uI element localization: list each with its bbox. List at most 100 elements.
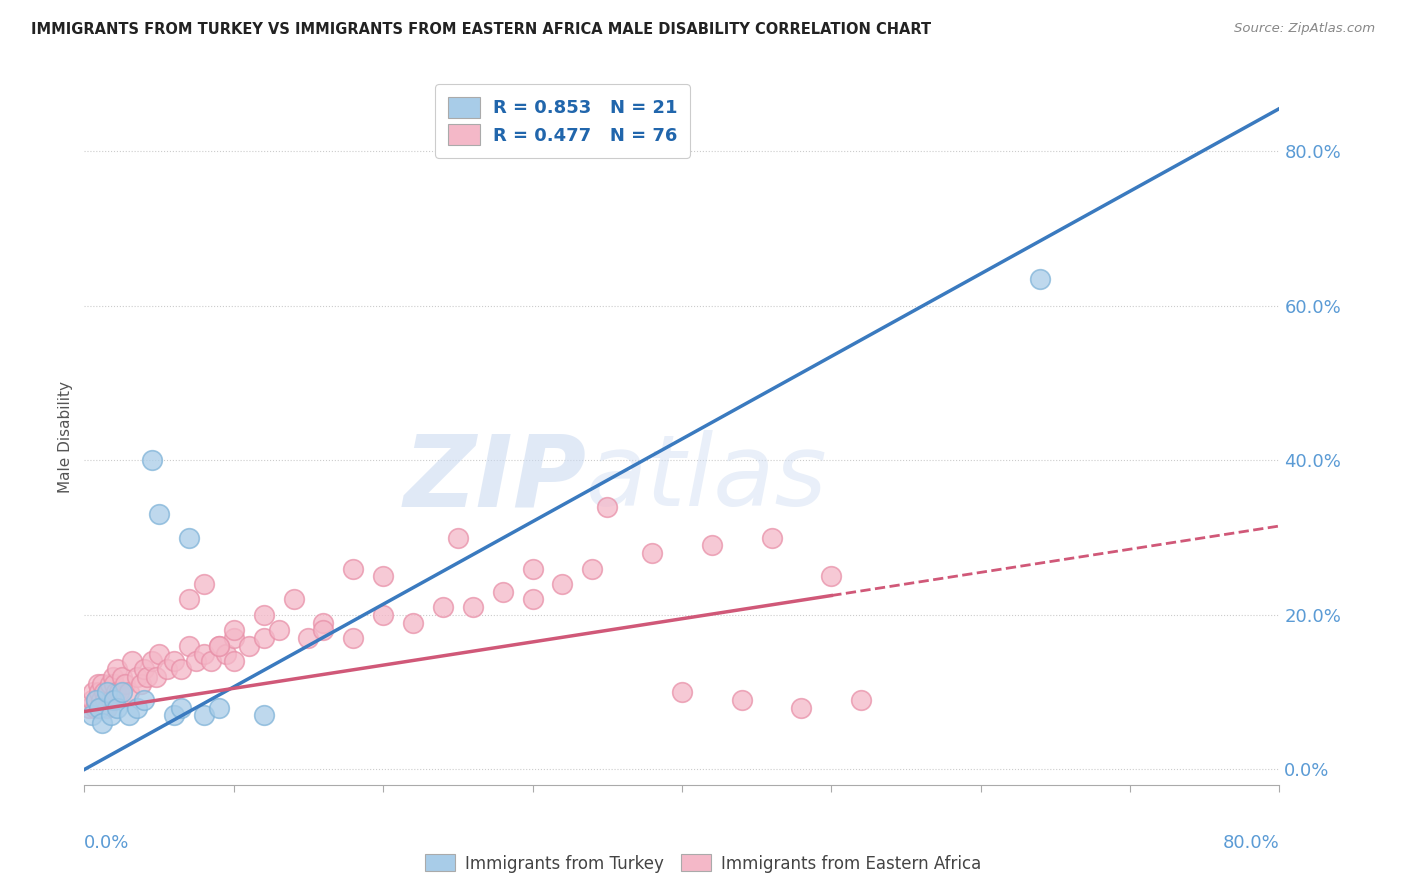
Point (163, 708, 186, 723)
Point (100, 708, 122, 723)
Point (136, 670, 159, 684)
Point (193, 708, 215, 723)
Point (118, 685, 141, 699)
Point (148, 647, 170, 661)
Text: Source: ZipAtlas.com: Source: ZipAtlas.com (1234, 22, 1375, 36)
Point (177, 639, 200, 653)
Point (208, 700, 231, 714)
Point (100, 693, 122, 707)
Point (111, 685, 134, 699)
Point (373, 607, 395, 622)
Point (312, 615, 335, 630)
Text: atlas: atlas (586, 430, 828, 527)
Point (208, 639, 231, 653)
Point (118, 708, 141, 723)
Point (96, 685, 118, 699)
Point (222, 654, 245, 668)
Point (208, 639, 231, 653)
Point (851, 693, 873, 707)
Point (820, 569, 842, 583)
Point (193, 647, 215, 661)
Point (432, 600, 454, 615)
Point (103, 677, 125, 691)
Point (89, 700, 111, 714)
Point (492, 584, 515, 599)
Point (215, 647, 238, 661)
Point (141, 654, 163, 668)
Point (551, 577, 574, 591)
Point (91, 716, 114, 731)
Point (522, 561, 544, 575)
Point (342, 631, 364, 645)
Point (253, 607, 276, 622)
Point (177, 531, 200, 545)
Point (731, 693, 754, 707)
Point (98, 677, 121, 691)
Point (125, 700, 148, 714)
Point (125, 670, 148, 684)
Point (141, 453, 163, 467)
Point (121, 654, 143, 668)
Point (111, 670, 134, 684)
Text: IMMIGRANTS FROM TURKEY VS IMMIGRANTS FROM EASTERN AFRICA MALE DISABILITY CORRELA: IMMIGRANTS FROM TURKEY VS IMMIGRANTS FRO… (31, 22, 931, 37)
Point (641, 546, 664, 560)
Y-axis label: Male Disability: Male Disability (58, 381, 73, 493)
Point (671, 685, 693, 699)
Point (283, 592, 305, 607)
Point (105, 700, 128, 714)
Point (86, 693, 108, 707)
Point (596, 500, 619, 514)
Point (222, 631, 245, 645)
Point (447, 531, 470, 545)
Point (238, 639, 260, 653)
Point (96, 700, 118, 714)
Point (97, 685, 120, 699)
Point (253, 708, 276, 723)
Point (461, 600, 484, 615)
Point (761, 531, 783, 545)
Point (1029, 271, 1052, 285)
Point (170, 662, 193, 676)
Point (145, 670, 167, 684)
Point (83, 700, 105, 714)
Point (103, 693, 125, 707)
Point (163, 654, 186, 668)
Point (342, 561, 364, 575)
Point (82, 685, 104, 699)
Point (87, 677, 110, 691)
Point (132, 662, 156, 676)
Point (90, 693, 112, 707)
Point (80, 693, 103, 707)
Point (86, 693, 108, 707)
Point (77, 700, 100, 714)
Point (297, 631, 319, 645)
Point (170, 700, 193, 714)
Point (522, 592, 544, 607)
Point (101, 670, 124, 684)
Point (200, 654, 222, 668)
Point (129, 677, 152, 691)
Point (700, 538, 723, 552)
Point (373, 569, 395, 583)
Point (267, 624, 290, 638)
Point (402, 615, 425, 630)
Point (80, 708, 103, 723)
Point (177, 592, 200, 607)
Point (253, 631, 276, 645)
Point (105, 662, 128, 676)
Point (132, 693, 156, 707)
Point (581, 561, 603, 575)
Point (312, 624, 335, 638)
Point (790, 700, 813, 714)
Point (104, 685, 127, 699)
Point (107, 685, 129, 699)
Point (89, 685, 111, 699)
Text: 80.0%: 80.0% (1223, 834, 1279, 852)
Point (94, 693, 117, 707)
Point (155, 662, 177, 676)
Legend: Immigrants from Turkey, Immigrants from Eastern Africa: Immigrants from Turkey, Immigrants from … (419, 847, 987, 880)
Point (193, 577, 215, 591)
Point (114, 677, 136, 691)
Point (91, 677, 114, 691)
Text: ZIP: ZIP (404, 430, 586, 527)
